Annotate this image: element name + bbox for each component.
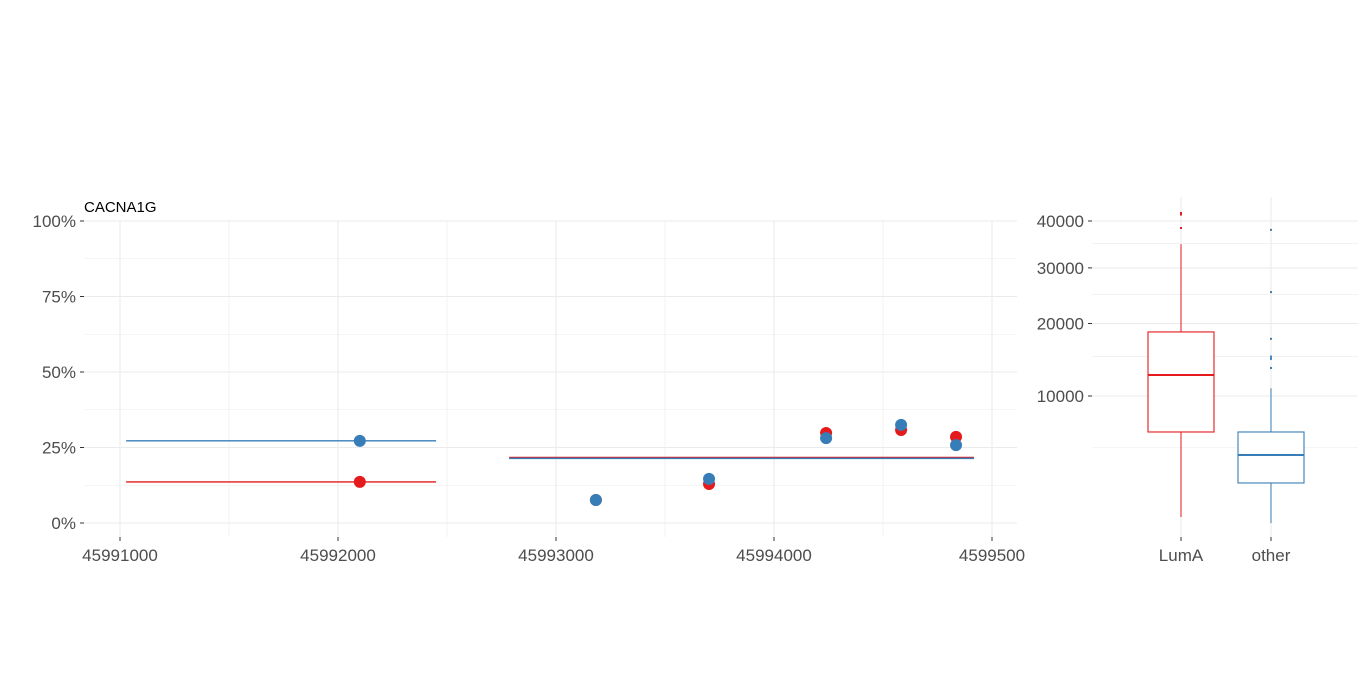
outlier-point	[1270, 291, 1272, 294]
outlier-point	[1180, 213, 1182, 216]
y-tick-label: 20000	[1037, 315, 1084, 334]
methylation-panel: 0% 25% 50% 75% 100% 45991000 45992000 45993000 4…	[33, 212, 1026, 565]
outlier-point	[1180, 211, 1182, 214]
y-tick-label: 0%	[51, 514, 76, 533]
box-luma	[1147, 331, 1215, 433]
x-tick-label: 45991000	[82, 546, 158, 565]
y-tick-label: 40000	[1037, 212, 1084, 231]
point-other	[353, 434, 366, 447]
point-other	[895, 418, 908, 431]
x-tick-label: 4599500	[959, 546, 1025, 565]
point-other	[950, 439, 963, 452]
x-tick-label: 45994000	[736, 546, 812, 565]
point-other	[820, 432, 833, 445]
outlier-point	[1270, 337, 1272, 340]
y-tick-label: 50%	[42, 363, 76, 382]
outlier-point	[1180, 226, 1182, 229]
outlier-point	[1270, 366, 1272, 369]
y-tick-label: 75%	[42, 288, 76, 307]
point-other	[703, 472, 716, 485]
x-tick-label: LumA	[1159, 546, 1204, 565]
y-tick-label: 100%	[33, 212, 76, 231]
y-tick-label: 30000	[1037, 259, 1084, 278]
point-other	[589, 494, 602, 507]
y-tick-label: 25%	[42, 439, 76, 458]
box-other	[1237, 431, 1305, 484]
outlier-point	[1270, 355, 1272, 358]
x-tick-label: 45992000	[300, 546, 376, 565]
point-luma	[353, 475, 366, 488]
x-tick-label: other	[1252, 546, 1291, 565]
expression-boxplot-panel: 10000 20000 30000 40000 LumA other	[1037, 197, 1358, 565]
y-tick-label: 10000	[1037, 387, 1084, 406]
outlier-point	[1270, 228, 1272, 231]
outlier-point	[1270, 357, 1272, 360]
chart-title: CACNA1G	[84, 199, 157, 216]
x-tick-label: 45993000	[518, 546, 594, 565]
